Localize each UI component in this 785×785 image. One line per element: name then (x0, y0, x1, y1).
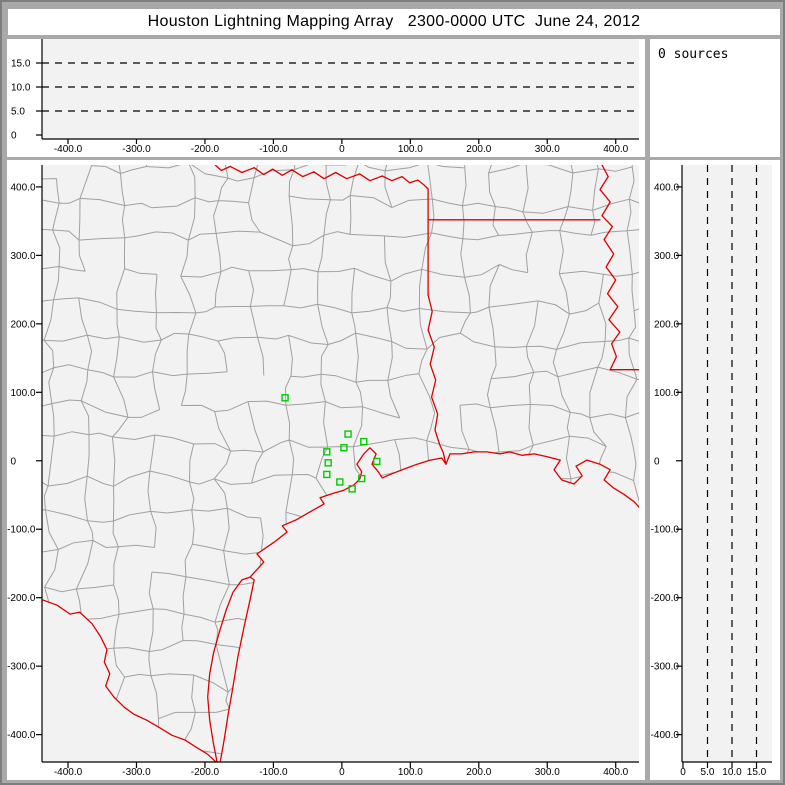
station-marker (324, 459, 332, 467)
x-tick-label: -200.0 (191, 144, 220, 155)
x-tick-label: 100.0 (398, 144, 423, 155)
x-tick-label: -100.0 (259, 767, 288, 778)
x-tick-label: 300.0 (535, 767, 560, 778)
plot-background (682, 165, 772, 762)
x-tick-label: 200.0 (466, 767, 491, 778)
station-marker (336, 478, 344, 486)
y-tick-label: 0 (11, 131, 17, 142)
x-tick-label: 100.0 (398, 767, 423, 778)
y-tick-label: -200.0 (651, 593, 680, 604)
altitude-northsouth-plot[interactable]: 400.0 300.0 200.0 100.0 0 -100.0 -200.0 -300.0 -… (650, 160, 780, 780)
y-tick-label: 300.0 (11, 251, 36, 262)
x-tick-label: -300.0 (122, 767, 151, 778)
y-tick-label: 400.0 (654, 182, 679, 193)
station-marker (281, 394, 289, 402)
y-tick-label: 100.0 (654, 388, 679, 399)
y-tick-label: 400.0 (11, 182, 36, 193)
padre-island-shoreline (219, 576, 255, 762)
gulf-coastline (249, 447, 639, 578)
x-tick-label: 300.0 (535, 144, 560, 155)
x-tick-label: -300.0 (122, 144, 151, 155)
y-tick-label: -300.0 (7, 662, 36, 673)
y-tick-label: 0 (11, 456, 17, 467)
x-tick-label: 400.0 (603, 767, 628, 778)
y-tick-label: -400.0 (651, 730, 680, 741)
x-tick-label: 15.0 (747, 767, 767, 778)
plan-view-map-plot[interactable]: 400.0 300.0 200.0 100.0 0 -100.0 -200.0 -300.0 -… (7, 160, 645, 780)
laguna-madre-shoreline (207, 576, 251, 762)
y-tick-label: 100.0 (11, 388, 36, 399)
altitude-eastwest-plot[interactable]: 0 5.0 10.0 15.0 -400.0 -300.0 -200.0 -100.0 0 100… (7, 39, 645, 157)
station-marker (323, 448, 331, 456)
station-marker (358, 474, 366, 483)
y-tick-label: -100.0 (7, 525, 36, 536)
x-tick-label: 0 (339, 767, 345, 778)
map-layers (42, 165, 639, 762)
y-tick-label: 0 (654, 456, 660, 467)
mississippi-river-border (599, 165, 621, 371)
y-tick-label: -300.0 (651, 662, 680, 673)
rio-grande-border (42, 599, 217, 762)
sources-panel: 0 sources (650, 39, 780, 157)
y-tick-label: -400.0 (7, 730, 36, 741)
x-tick-label: 400.0 (603, 144, 628, 155)
y-tick-label: 200.0 (11, 319, 36, 330)
y-tick-label: -200.0 (7, 593, 36, 604)
red-river-border (214, 165, 429, 190)
x-tick-label: 5.0 (701, 767, 715, 778)
plot-background (42, 39, 639, 139)
sources-count-label: 0 sources (658, 47, 729, 62)
station-marker (348, 485, 356, 493)
y-tick-label: 5.0 (11, 107, 25, 118)
x-tick-label: -400.0 (54, 767, 83, 778)
altitude-eastwest-panel: 0 5.0 10.0 15.0 -400.0 -300.0 -200.0 -100.0 0 100… (7, 39, 645, 157)
x-tick-label: -400.0 (54, 144, 83, 155)
station-marker (340, 444, 348, 452)
y-tick-label: 15.0 (11, 59, 31, 70)
y-tick-label: 200.0 (654, 319, 679, 330)
x-tick-label: 10.0 (722, 767, 742, 778)
gulf-of-mexico-mask (42, 447, 639, 762)
y-tick-label: -100.0 (651, 525, 680, 536)
sabine-river-border (427, 294, 447, 465)
x-tick-label: -200.0 (191, 767, 220, 778)
title-bar: Houston Lightning Mapping Array 2300-000… (8, 9, 780, 35)
x-tick-label: -100.0 (259, 144, 288, 155)
y-tick-label: 300.0 (654, 251, 679, 262)
x-tick-label: 200.0 (466, 144, 491, 155)
station-marker (344, 430, 352, 438)
station-marker (323, 470, 331, 479)
plan-view-panel: 400.0 300.0 200.0 100.0 0 -100.0 -200.0 -300.0 -… (7, 160, 645, 780)
station-marker (360, 437, 368, 446)
x-tick-label: 0 (680, 767, 686, 778)
altitude-northsouth-panel: 400.0 300.0 200.0 100.0 0 -100.0 -200.0 -300.0 -… (650, 160, 780, 780)
x-tick-label: 0 (339, 144, 345, 155)
window-title: Houston Lightning Mapping Array 2300-000… (147, 13, 641, 30)
y-tick-label: 10.0 (11, 83, 31, 94)
station-marker (373, 457, 381, 466)
